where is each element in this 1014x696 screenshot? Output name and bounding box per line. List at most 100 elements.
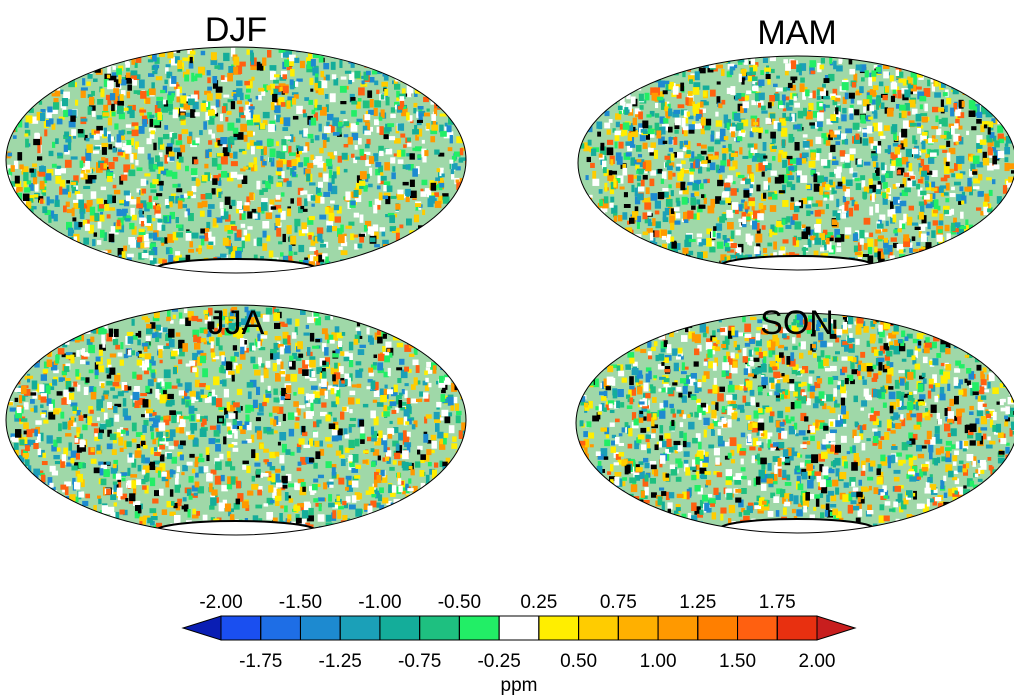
speckle [63, 322, 69, 330]
speckle [186, 69, 190, 74]
speckle [83, 414, 87, 418]
speckle [465, 188, 469, 194]
speckle [19, 266, 24, 271]
speckle [869, 137, 874, 143]
speckle [19, 81, 25, 87]
speckle [218, 192, 221, 198]
speckle [94, 468, 100, 474]
speckle [980, 263, 984, 268]
speckle [707, 168, 711, 172]
speckle [986, 229, 991, 232]
speckle [451, 220, 455, 224]
speckle [897, 90, 901, 98]
speckle [334, 151, 337, 155]
speckle [161, 171, 166, 174]
speckle [815, 210, 821, 217]
speckle [932, 65, 936, 69]
speckle [448, 104, 452, 108]
speckle [142, 119, 147, 127]
speckle [738, 219, 742, 223]
speckle [239, 62, 245, 67]
speckle [741, 181, 746, 184]
speckle [333, 132, 340, 136]
speckle [951, 223, 955, 231]
speckle [301, 47, 308, 50]
speckle [242, 151, 246, 154]
speckle [440, 64, 444, 68]
speckle [115, 142, 122, 147]
speckle [446, 100, 452, 109]
speckle [664, 81, 669, 84]
speckle [833, 61, 836, 70]
speckle [73, 266, 77, 272]
speckle [759, 93, 765, 100]
speckle [139, 267, 146, 276]
speckle [620, 87, 625, 92]
speckle [314, 99, 317, 107]
speckle [152, 424, 159, 427]
speckle [946, 183, 950, 191]
speckle [59, 187, 62, 195]
speckle [795, 221, 802, 229]
speckle [954, 182, 961, 186]
speckle [1001, 62, 1008, 68]
speckle [90, 53, 95, 60]
speckle [453, 112, 459, 121]
speckle [671, 154, 675, 161]
speckle [731, 231, 735, 239]
speckle [878, 122, 882, 131]
speckle [199, 236, 205, 239]
speckle [388, 247, 394, 254]
speckle [175, 251, 180, 255]
speckle [951, 187, 955, 191]
speckle [83, 49, 89, 53]
speckle [155, 155, 160, 162]
speckle [645, 93, 650, 101]
speckle [636, 57, 641, 64]
speckle [88, 106, 92, 115]
speckle [455, 216, 461, 221]
speckle [360, 171, 367, 179]
speckle [126, 51, 130, 55]
speckle [945, 198, 949, 202]
speckle [55, 461, 60, 464]
speckle [589, 239, 593, 245]
speckle [655, 113, 659, 118]
speckle [782, 152, 787, 159]
speckle [254, 157, 257, 164]
speckle [452, 204, 458, 212]
speckle [437, 215, 440, 223]
speckle [405, 258, 409, 262]
speckle [452, 82, 459, 86]
speckle [307, 163, 313, 168]
speckle [301, 222, 307, 229]
speckle [122, 143, 125, 147]
speckle [987, 208, 992, 212]
speckle [673, 87, 679, 95]
speckle [860, 115, 865, 124]
speckle [422, 140, 425, 144]
speckle [172, 386, 178, 389]
speckle [603, 167, 607, 173]
speckle [686, 61, 692, 69]
speckle [674, 207, 680, 211]
speckle [150, 189, 156, 192]
speckle [100, 215, 105, 222]
speckle [298, 146, 304, 151]
speckle [67, 65, 70, 70]
speckle [922, 141, 926, 150]
speckle [97, 198, 104, 203]
speckle [365, 144, 370, 148]
speckle [295, 422, 300, 428]
speckle [417, 66, 421, 75]
speckle [224, 389, 229, 398]
speckle [121, 210, 126, 216]
speckle [643, 162, 646, 169]
speckle [116, 68, 122, 75]
speckle [800, 78, 805, 83]
speckle [690, 197, 696, 205]
speckle [62, 505, 68, 513]
speckle [450, 235, 454, 241]
speckle [410, 237, 413, 244]
speckle [730, 68, 734, 75]
